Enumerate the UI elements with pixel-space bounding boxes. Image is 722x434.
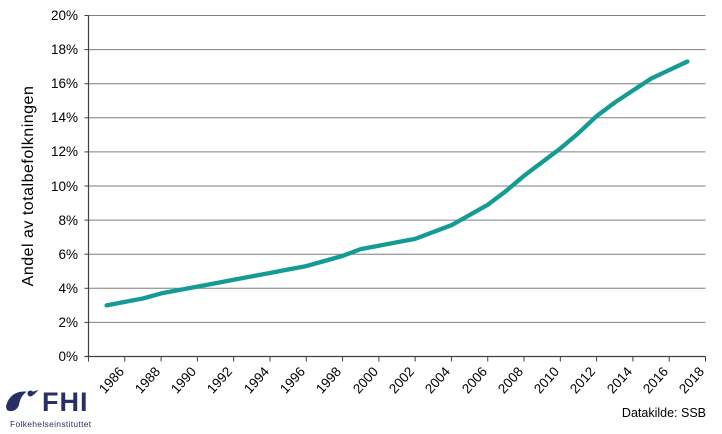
y-tick-label: 2% [58, 314, 78, 330]
logo-abbr: FHI [42, 386, 89, 417]
y-tick-label: 6% [58, 246, 78, 262]
y-tick-label: 16% [50, 76, 78, 92]
y-tick-label: 10% [50, 178, 78, 194]
y-tick-label: 0% [58, 349, 78, 364]
y-tick-label: 14% [50, 110, 78, 126]
y-tick-label: 18% [50, 42, 78, 58]
data-line-series [104, 59, 690, 308]
y-tick-label: 12% [50, 144, 78, 160]
logo-name: Folkehelseinstituttet [10, 419, 92, 429]
y-tick-label: 20% [50, 8, 78, 23]
y-tick-label: 4% [58, 280, 78, 296]
bird-icon [6, 389, 39, 412]
data-source-note: Datakilde: SSB [621, 406, 706, 420]
y-tick-label: 8% [58, 212, 78, 228]
fhi-logo: FHI Folkehelseinstituttet [4, 386, 114, 429]
y-axis-title: Andel av totalbefolkningen [20, 85, 37, 287]
